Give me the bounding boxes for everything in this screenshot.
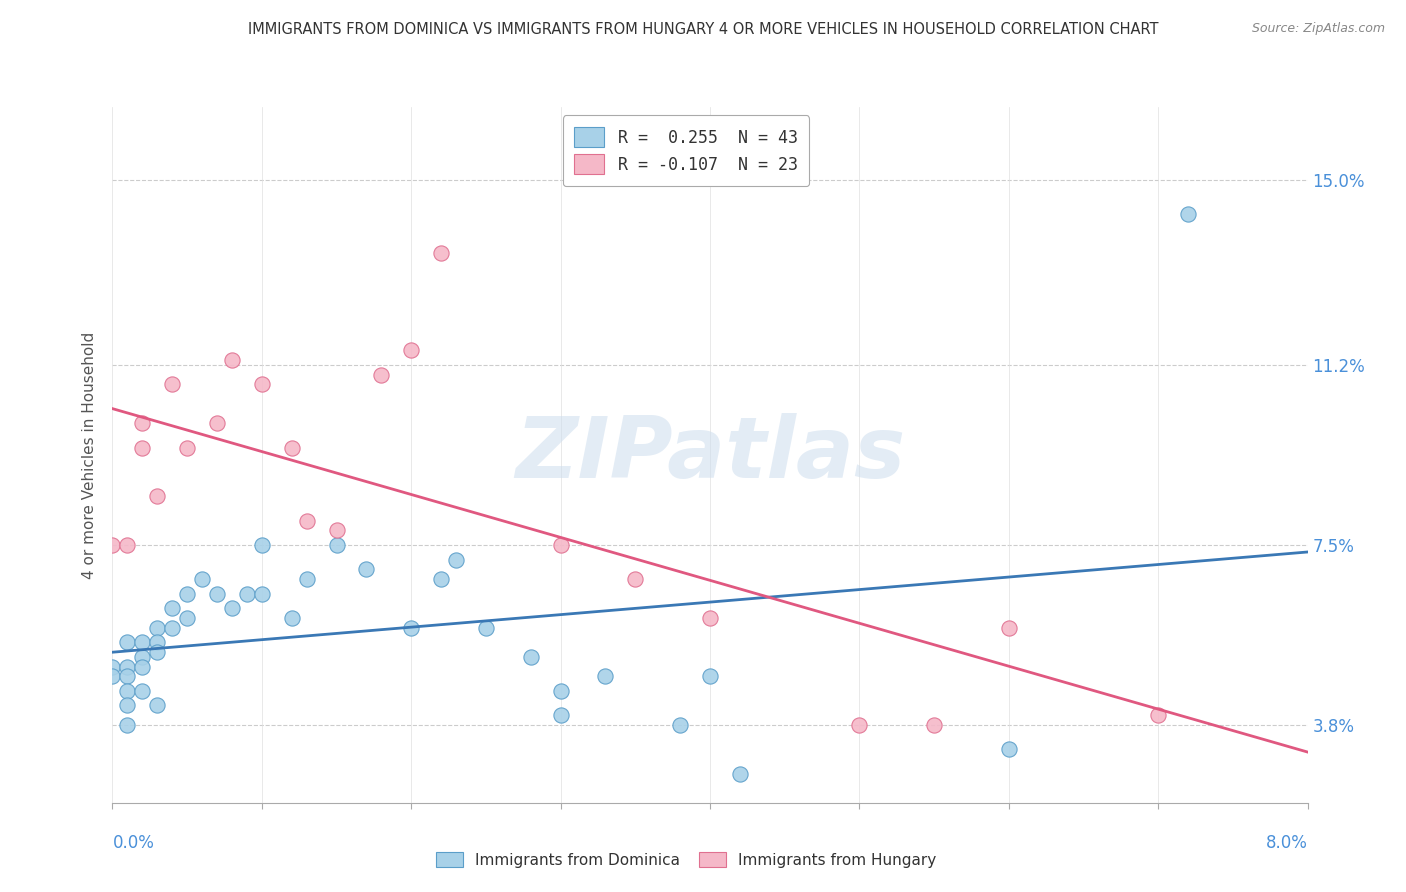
Point	[699, 611, 721, 625]
Point	[520, 649, 543, 664]
Point	[281, 611, 304, 625]
Point	[117, 718, 139, 732]
Point	[550, 684, 572, 698]
Point	[444, 552, 467, 566]
Point	[430, 572, 453, 586]
Point	[131, 659, 153, 673]
Point	[205, 586, 228, 600]
Point	[997, 621, 1019, 635]
Point	[295, 572, 318, 586]
Text: Source: ZipAtlas.com: Source: ZipAtlas.com	[1251, 22, 1385, 36]
Point	[162, 601, 183, 615]
Point	[595, 669, 617, 683]
Point	[221, 601, 243, 615]
Point	[250, 586, 273, 600]
Point	[117, 669, 139, 683]
Point	[401, 343, 423, 358]
Text: 8.0%: 8.0%	[1265, 834, 1308, 852]
Text: 0.0%: 0.0%	[112, 834, 155, 852]
Point	[117, 698, 139, 713]
Point	[162, 621, 183, 635]
Point	[146, 489, 169, 503]
Point	[370, 368, 392, 382]
Point	[117, 684, 139, 698]
Text: IMMIGRANTS FROM DOMINICA VS IMMIGRANTS FROM HUNGARY 4 OR MORE VEHICLES IN HOUSEH: IMMIGRANTS FROM DOMINICA VS IMMIGRANTS F…	[247, 22, 1159, 37]
Point	[146, 698, 169, 713]
Point	[1147, 708, 1170, 723]
Point	[550, 538, 572, 552]
Point	[146, 635, 169, 649]
Point	[176, 586, 198, 600]
Point	[250, 377, 273, 392]
Point	[176, 441, 198, 455]
Point	[356, 562, 378, 576]
Point	[236, 586, 259, 600]
Legend: Immigrants from Dominica, Immigrants from Hungary: Immigrants from Dominica, Immigrants fro…	[427, 844, 945, 875]
Point	[131, 684, 153, 698]
Point	[176, 611, 198, 625]
Point	[475, 621, 498, 635]
Point	[117, 635, 139, 649]
Point	[101, 538, 124, 552]
Point	[101, 659, 124, 673]
Point	[146, 621, 169, 635]
Point	[624, 572, 647, 586]
Point	[295, 514, 318, 528]
Point	[997, 742, 1019, 756]
Point	[131, 417, 153, 431]
Point	[281, 441, 304, 455]
Point	[325, 538, 347, 552]
Point	[205, 417, 228, 431]
Point	[162, 377, 183, 392]
Y-axis label: 4 or more Vehicles in Household: 4 or more Vehicles in Household	[82, 331, 97, 579]
Point	[922, 718, 945, 732]
Point	[699, 669, 721, 683]
Point	[221, 353, 243, 368]
Point	[430, 246, 453, 260]
Point	[131, 441, 153, 455]
Point	[131, 649, 153, 664]
Point	[401, 621, 423, 635]
Point	[1177, 207, 1199, 221]
Point	[250, 538, 273, 552]
Point	[669, 718, 692, 732]
Point	[146, 645, 169, 659]
Point	[728, 766, 751, 780]
Point	[848, 718, 870, 732]
Point	[101, 669, 124, 683]
Point	[550, 708, 572, 723]
Point	[117, 659, 139, 673]
Text: ZIPatlas: ZIPatlas	[515, 413, 905, 497]
Point	[325, 524, 347, 538]
Point	[117, 538, 139, 552]
Point	[131, 635, 153, 649]
Point	[191, 572, 214, 586]
